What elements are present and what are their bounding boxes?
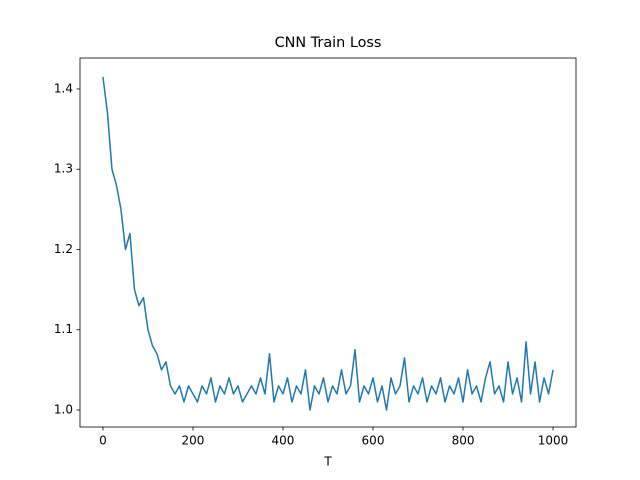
y-tick-label: 1.1 [54,322,73,336]
chart-title: CNN Train Loss [275,35,382,51]
y-tick-label: 1.4 [54,81,73,95]
y-tick-label: 1.0 [54,402,73,416]
x-axis-label: T [323,455,332,469]
x-tick-label: 800 [452,434,475,448]
y-tick-label: 1.2 [54,242,73,256]
x-tick-label: 0 [99,434,107,448]
plot-frame [79,57,577,428]
x-tick-label: 200 [182,434,205,448]
x-tick-label: 600 [362,434,385,448]
x-tick-label: 400 [272,434,295,448]
loss-line [102,76,554,411]
y-tick-label: 1.3 [54,162,73,176]
x-tick-label: 1000 [538,434,569,448]
